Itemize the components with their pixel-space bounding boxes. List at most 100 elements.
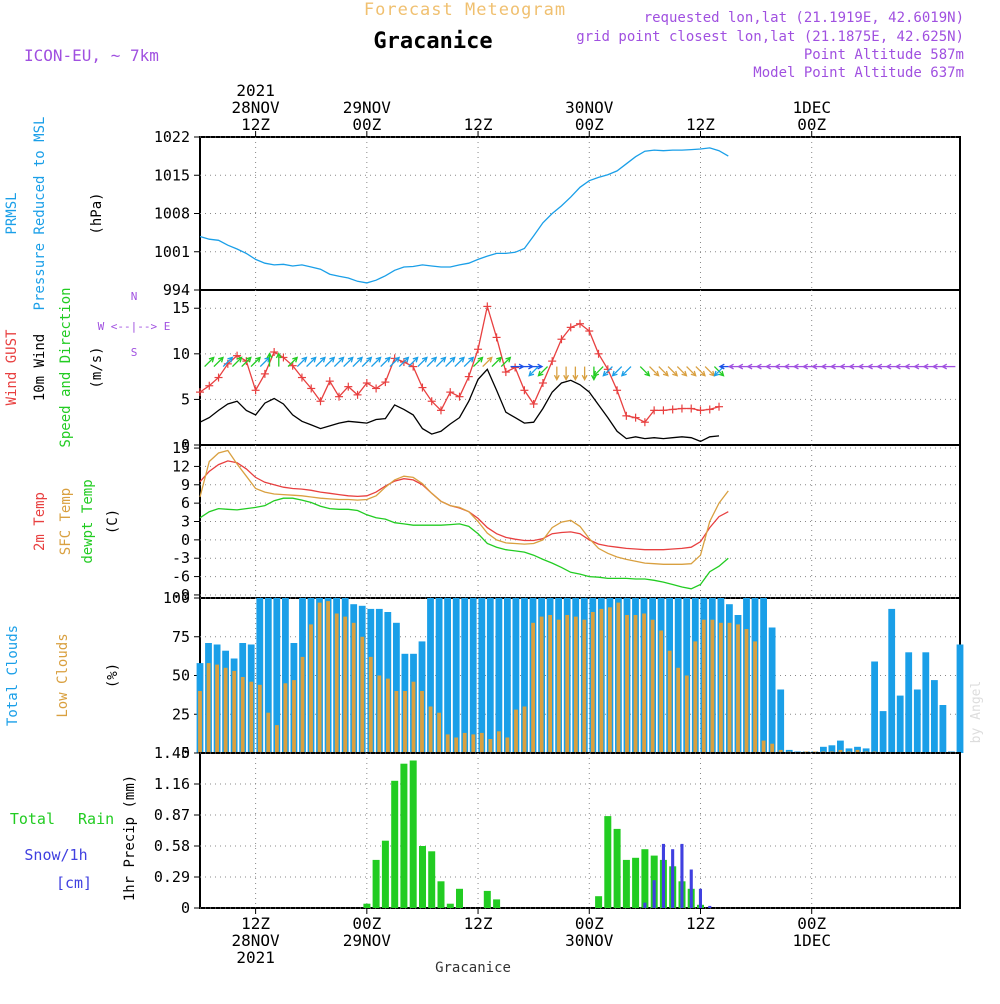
wind-arrow-shaft xyxy=(398,357,409,368)
top-time-label: 29NOV xyxy=(343,98,392,117)
precip-bar-total-rain xyxy=(428,851,436,908)
wind-axis-label: Wind GUST xyxy=(4,329,20,405)
wind-arrow-head xyxy=(894,363,901,370)
wind-arrow-head xyxy=(839,363,846,370)
gust-marker xyxy=(659,406,668,415)
clouds-bar-total-clouds xyxy=(845,748,853,753)
gust-marker xyxy=(409,362,418,371)
wind-arrow-shaft xyxy=(389,357,400,368)
bottom-time-label: 12Z xyxy=(464,914,493,933)
precip-bar-total-rain xyxy=(363,903,371,908)
temperature-series-2m-temp xyxy=(199,460,729,551)
clouds-bar-low-clouds xyxy=(317,602,322,753)
clouds-bar-low-clouds xyxy=(727,622,732,753)
gust-marker xyxy=(372,384,381,393)
wind-arrow-head xyxy=(375,356,382,363)
wind-arrow-shaft xyxy=(352,357,363,368)
clouds-bar-low-clouds xyxy=(556,619,561,753)
clouds-bar-low-clouds xyxy=(215,664,219,753)
wind-arrow-head xyxy=(421,356,428,363)
wind-arrow-head xyxy=(848,363,855,370)
wind-arrow xyxy=(704,366,716,377)
wind-arrow-shaft xyxy=(593,366,604,377)
gust-marker xyxy=(325,377,334,386)
wind-arrow-head xyxy=(755,363,762,370)
clouds-bar-total-clouds xyxy=(768,627,776,753)
wind-arrow-head xyxy=(486,356,493,363)
wind-arrow-shaft xyxy=(324,357,335,368)
clouds-bar-total-clouds xyxy=(905,652,913,754)
gust-marker xyxy=(687,404,696,413)
wind-arrow-head xyxy=(903,363,910,370)
clouds-bar-low-clouds xyxy=(633,615,638,753)
precip-bar-total-rain xyxy=(381,840,389,908)
gust-marker xyxy=(316,397,325,406)
clouds-bar-low-clouds xyxy=(479,732,484,753)
clouds-axis-label: Total Clouds xyxy=(5,625,21,726)
wind-arrow-shaft xyxy=(491,357,502,368)
clouds-bar-low-clouds xyxy=(642,613,646,753)
gust-marker xyxy=(520,386,529,395)
wind-arrow-head xyxy=(431,356,438,363)
clouds-bar-low-clouds xyxy=(719,622,723,753)
gust-marker xyxy=(696,406,705,415)
clouds-bar-total-clouds xyxy=(393,622,400,753)
precip-panel-frame xyxy=(199,752,961,909)
wind-arrow-shaft xyxy=(315,357,326,368)
wind-arrow xyxy=(676,366,688,377)
gust-marker xyxy=(511,363,520,372)
precip-bar-total-rain xyxy=(437,881,445,908)
precip-bar-snow-1h xyxy=(689,869,693,908)
wind-arrow-shaft xyxy=(241,357,252,368)
clouds-bar-total-clouds xyxy=(452,598,460,753)
wind-arrow-shaft xyxy=(445,357,456,368)
wind-ytick-label: 15 xyxy=(172,299,190,317)
gust-marker xyxy=(214,373,223,382)
wind-arrow xyxy=(500,356,512,368)
clouds-bar-low-clouds xyxy=(462,732,467,753)
clouds-bar-low-clouds xyxy=(454,737,459,753)
wind-arrow xyxy=(435,356,447,368)
wind-arrow xyxy=(408,356,419,368)
wind-arrow-head xyxy=(440,356,447,363)
wind-arrow-head xyxy=(449,356,456,363)
top-time-label: 12Z xyxy=(241,115,270,134)
wind-arrow xyxy=(658,366,669,377)
gust-marker xyxy=(362,379,371,387)
precip-bar-total-rain xyxy=(446,903,454,908)
wind-arrow-head xyxy=(310,356,317,363)
wind-arrow xyxy=(454,356,465,368)
wind-axis-label: Speed and Direction xyxy=(58,287,74,447)
clouds-bar-low-clouds xyxy=(445,734,450,753)
wind-arrow-head xyxy=(384,356,391,363)
clouds-bar-low-clouds xyxy=(565,615,570,753)
temperature-ytick-label: 6 xyxy=(181,494,190,512)
clouds-bar-total-clouds xyxy=(478,598,486,753)
wind-arrow xyxy=(593,366,604,377)
clouds-bar-total-clouds xyxy=(888,608,896,753)
snow-label: Snow/1h xyxy=(24,846,87,864)
precip-bar-total-rain xyxy=(595,896,603,908)
wind-arrow-head xyxy=(266,352,273,359)
wind-arrow-shaft xyxy=(667,366,678,377)
wind-ytick-label: 10 xyxy=(172,345,190,363)
wind-arrow xyxy=(315,356,326,368)
gust-marker xyxy=(631,413,640,422)
wind-arrow-head xyxy=(792,363,799,370)
gust-marker xyxy=(622,411,631,420)
precip-bar-total-rain xyxy=(604,816,612,908)
wind-arrow-shaft xyxy=(408,357,419,368)
wind-arrow xyxy=(398,356,410,368)
clouds-axis-label: Low Clouds xyxy=(55,633,71,717)
clouds-bar-low-clouds xyxy=(403,691,407,753)
location-title: Gracanice xyxy=(373,29,492,54)
wind-arrow-shaft xyxy=(639,366,650,377)
wind-arrow xyxy=(231,356,243,368)
pressure-series-prmsl xyxy=(199,147,729,284)
temperature-ytick-label: 15 xyxy=(172,439,190,457)
temperature-ytick-label: 12 xyxy=(172,457,190,475)
wind-arrow-head xyxy=(653,370,660,377)
gust-marker xyxy=(260,369,269,378)
gust-marker xyxy=(455,392,464,401)
